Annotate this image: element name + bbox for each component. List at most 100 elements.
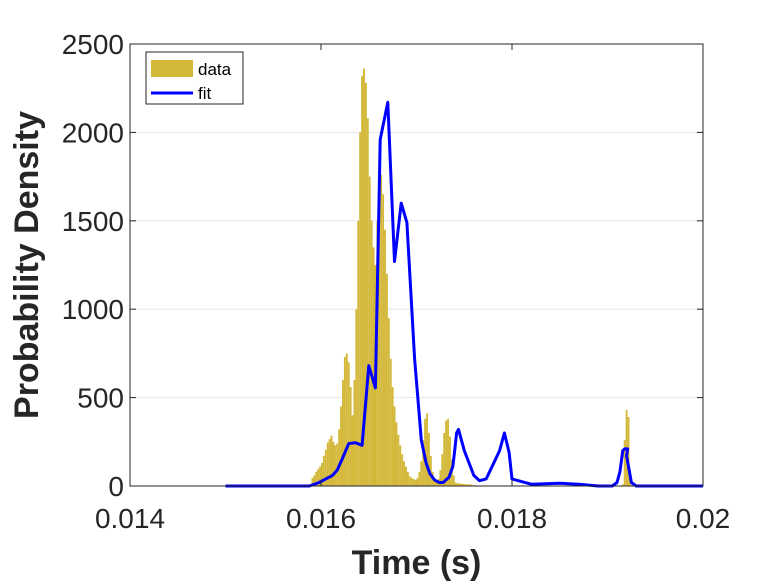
histogram-bar: [368, 176, 371, 486]
histogram-bar: [317, 469, 320, 486]
histogram-bar: [395, 422, 398, 486]
histogram-bar: [330, 435, 333, 486]
histogram-bar: [389, 358, 392, 486]
histogram-bar: [370, 220, 373, 487]
histogram-bar: [319, 466, 321, 486]
histogram-bar: [401, 454, 404, 486]
histogram-bar: [393, 406, 396, 486]
legend-swatch-data: [151, 60, 193, 77]
histogram-bar: [311, 478, 314, 486]
histogram-bar: [384, 229, 386, 486]
histogram-bar: [429, 455, 432, 486]
histogram-bar: [342, 379, 344, 486]
histogram-bar: [326, 442, 329, 486]
histogram-bar: [445, 420, 448, 486]
legend-label-data: data: [198, 60, 232, 79]
histogram-bar: [340, 406, 343, 486]
histogram-bar: [321, 463, 323, 486]
histogram-bar: [385, 273, 388, 486]
histogram-bars: [311, 68, 632, 487]
series-line-fit: [225, 100, 703, 488]
histogram-bar: [408, 476, 411, 486]
histogram-bar: [378, 185, 381, 486]
histogram-bar: [313, 475, 316, 486]
histogram-bar: [466, 484, 469, 486]
histogram-bar: [433, 479, 436, 486]
histogram-bar: [397, 434, 400, 486]
histogram-bar: [347, 362, 350, 486]
histogram-bar: [443, 432, 446, 486]
histogram-bar: [447, 418, 449, 486]
histogram-bar: [332, 441, 335, 486]
y-tick-label: 2000: [62, 117, 124, 148]
histogram-bar: [357, 220, 360, 487]
histogram-bar: [328, 439, 331, 486]
histogram-bar: [322, 455, 325, 486]
histogram-bar: [406, 471, 409, 486]
histogram-bar: [427, 432, 430, 486]
histogram-bar: [456, 483, 459, 486]
histogram-bar: [435, 482, 438, 486]
histogram-bar: [410, 478, 413, 486]
histogram-bar: [412, 478, 415, 486]
histogram-bar: [454, 482, 457, 486]
y-tick-label: 1000: [62, 294, 124, 325]
histogram-bar: [458, 483, 461, 486]
histogram-bar: [380, 174, 383, 486]
histogram-bar: [391, 386, 394, 486]
y-tick-label: 0: [108, 471, 124, 502]
histogram-bar: [343, 356, 346, 486]
histogram-bar: [464, 484, 467, 486]
histogram-bar: [441, 454, 444, 486]
histogram-bar: [334, 445, 337, 486]
x-tick-label: 0.016: [286, 503, 356, 534]
histogram-bar: [372, 247, 375, 486]
histogram-bar: [403, 461, 406, 486]
histogram-bar: [364, 82, 367, 486]
plot-frame: [129, 43, 704, 487]
plot-background: [130, 44, 703, 486]
histogram-bar: [623, 440, 626, 486]
histogram-bar: [405, 466, 407, 486]
histogram-bar: [315, 471, 318, 486]
histogram-bar: [448, 436, 451, 486]
histogram-bar: [349, 386, 352, 486]
histogram-bar: [345, 353, 348, 486]
histogram-bar: [359, 132, 362, 486]
histogram-bar: [353, 379, 356, 486]
histogram-bar: [387, 318, 390, 486]
histogram-bar: [426, 413, 428, 486]
y-tick-label: 1500: [62, 206, 124, 237]
histogram-bar: [336, 443, 339, 486]
histogram-bar: [621, 484, 624, 486]
histogram-bar: [418, 471, 421, 486]
histogram-bar: [416, 478, 419, 486]
y-tick-label: 500: [77, 383, 124, 414]
histogram-bar: [351, 415, 354, 486]
histogram-bar: [382, 194, 385, 486]
histogram-bar: [439, 470, 442, 486]
histogram-bar: [338, 429, 341, 486]
histogram-bar: [460, 483, 463, 486]
histogram-bar: [361, 75, 364, 486]
legend-label-fit: fit: [198, 84, 212, 103]
x-axis-label: Time (s): [352, 544, 482, 582]
histogram-bar: [462, 483, 465, 486]
histogram-bar: [363, 68, 365, 486]
histogram-bar: [414, 479, 417, 486]
histogram-bar: [422, 440, 425, 486]
histogram-bar: [452, 475, 455, 486]
histogram-bar: [399, 445, 402, 486]
x-tick-label: 0.02: [676, 503, 731, 534]
histogram-bar: [366, 118, 369, 487]
legend: data fit: [145, 51, 244, 105]
histogram-bar: [355, 309, 358, 486]
x-tick-label: 0.018: [477, 503, 547, 534]
y-tick-label: 2500: [62, 29, 124, 60]
histogram-bar: [468, 484, 470, 486]
histogram-bar: [469, 484, 472, 486]
y-axis-ticks: 0 500 1000 1500 2000 2500: [62, 29, 703, 502]
y-axis-label: Probability Density: [8, 111, 46, 419]
histogram-bar: [420, 461, 423, 486]
